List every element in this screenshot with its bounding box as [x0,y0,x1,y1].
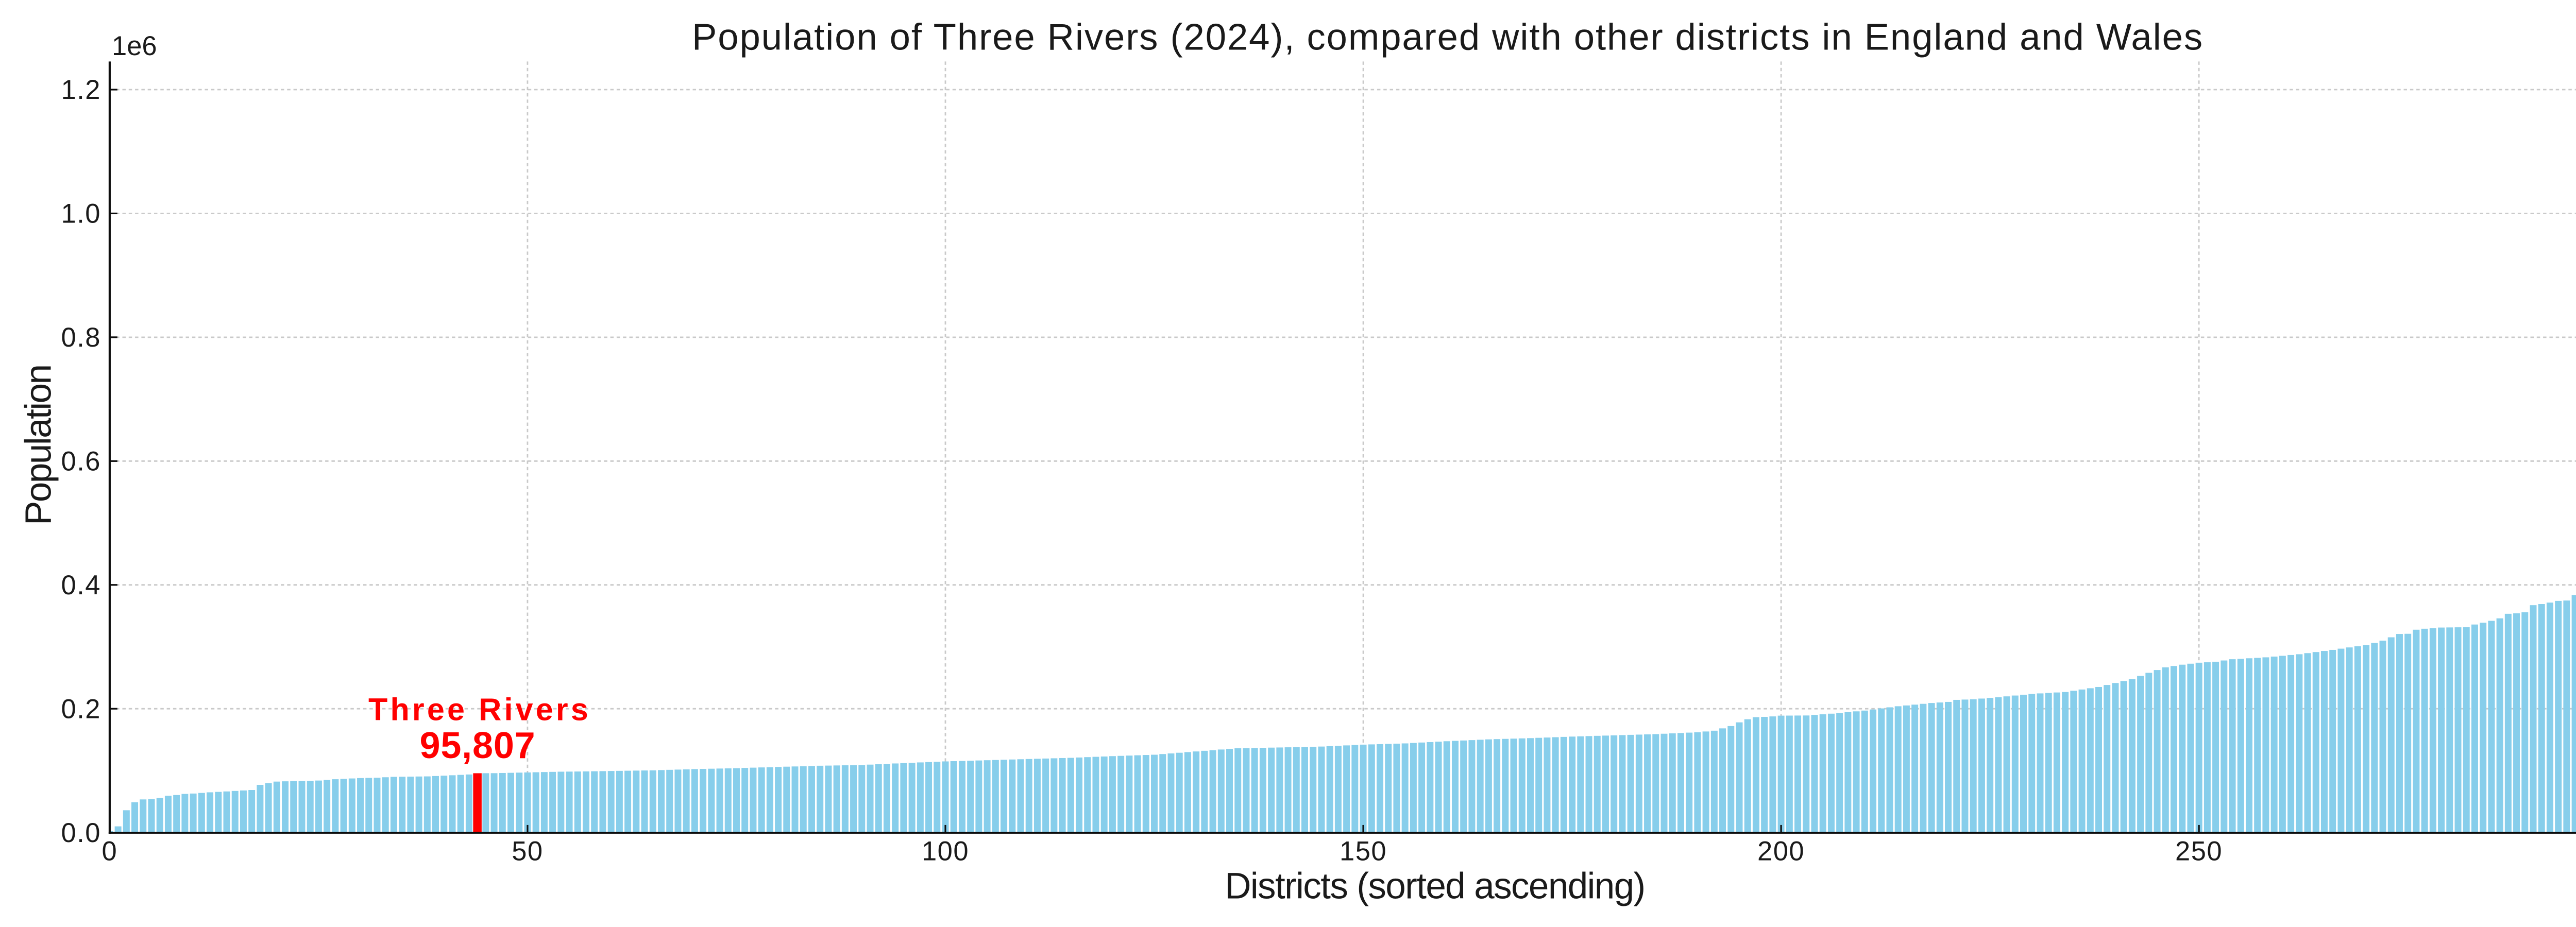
svg-text:250: 250 [2175,836,2223,867]
svg-text:0.8: 0.8 [61,322,101,353]
svg-text:Population: Population [19,365,59,525]
svg-text:0.2: 0.2 [61,694,101,724]
svg-text:Districts (sorted ascending): Districts (sorted ascending) [1225,866,1645,907]
svg-text:150: 150 [1340,836,1387,867]
svg-text:1.0: 1.0 [61,199,101,229]
svg-text:100: 100 [922,836,969,867]
svg-text:50: 50 [512,836,543,867]
svg-text:200: 200 [1757,836,1805,867]
svg-text:0: 0 [102,836,118,867]
svg-text:0.4: 0.4 [61,570,101,600]
svg-text:Three Rivers: Three Rivers [368,692,591,727]
svg-text:0.0: 0.0 [61,818,101,848]
svg-text:0.6: 0.6 [61,447,101,477]
svg-text:1.2: 1.2 [61,75,101,105]
svg-text:Population of Three Rivers (20: Population of Three Rivers (2024), compa… [692,16,2204,58]
svg-text:95,807: 95,807 [419,725,535,766]
svg-text:1e6: 1e6 [112,31,157,61]
